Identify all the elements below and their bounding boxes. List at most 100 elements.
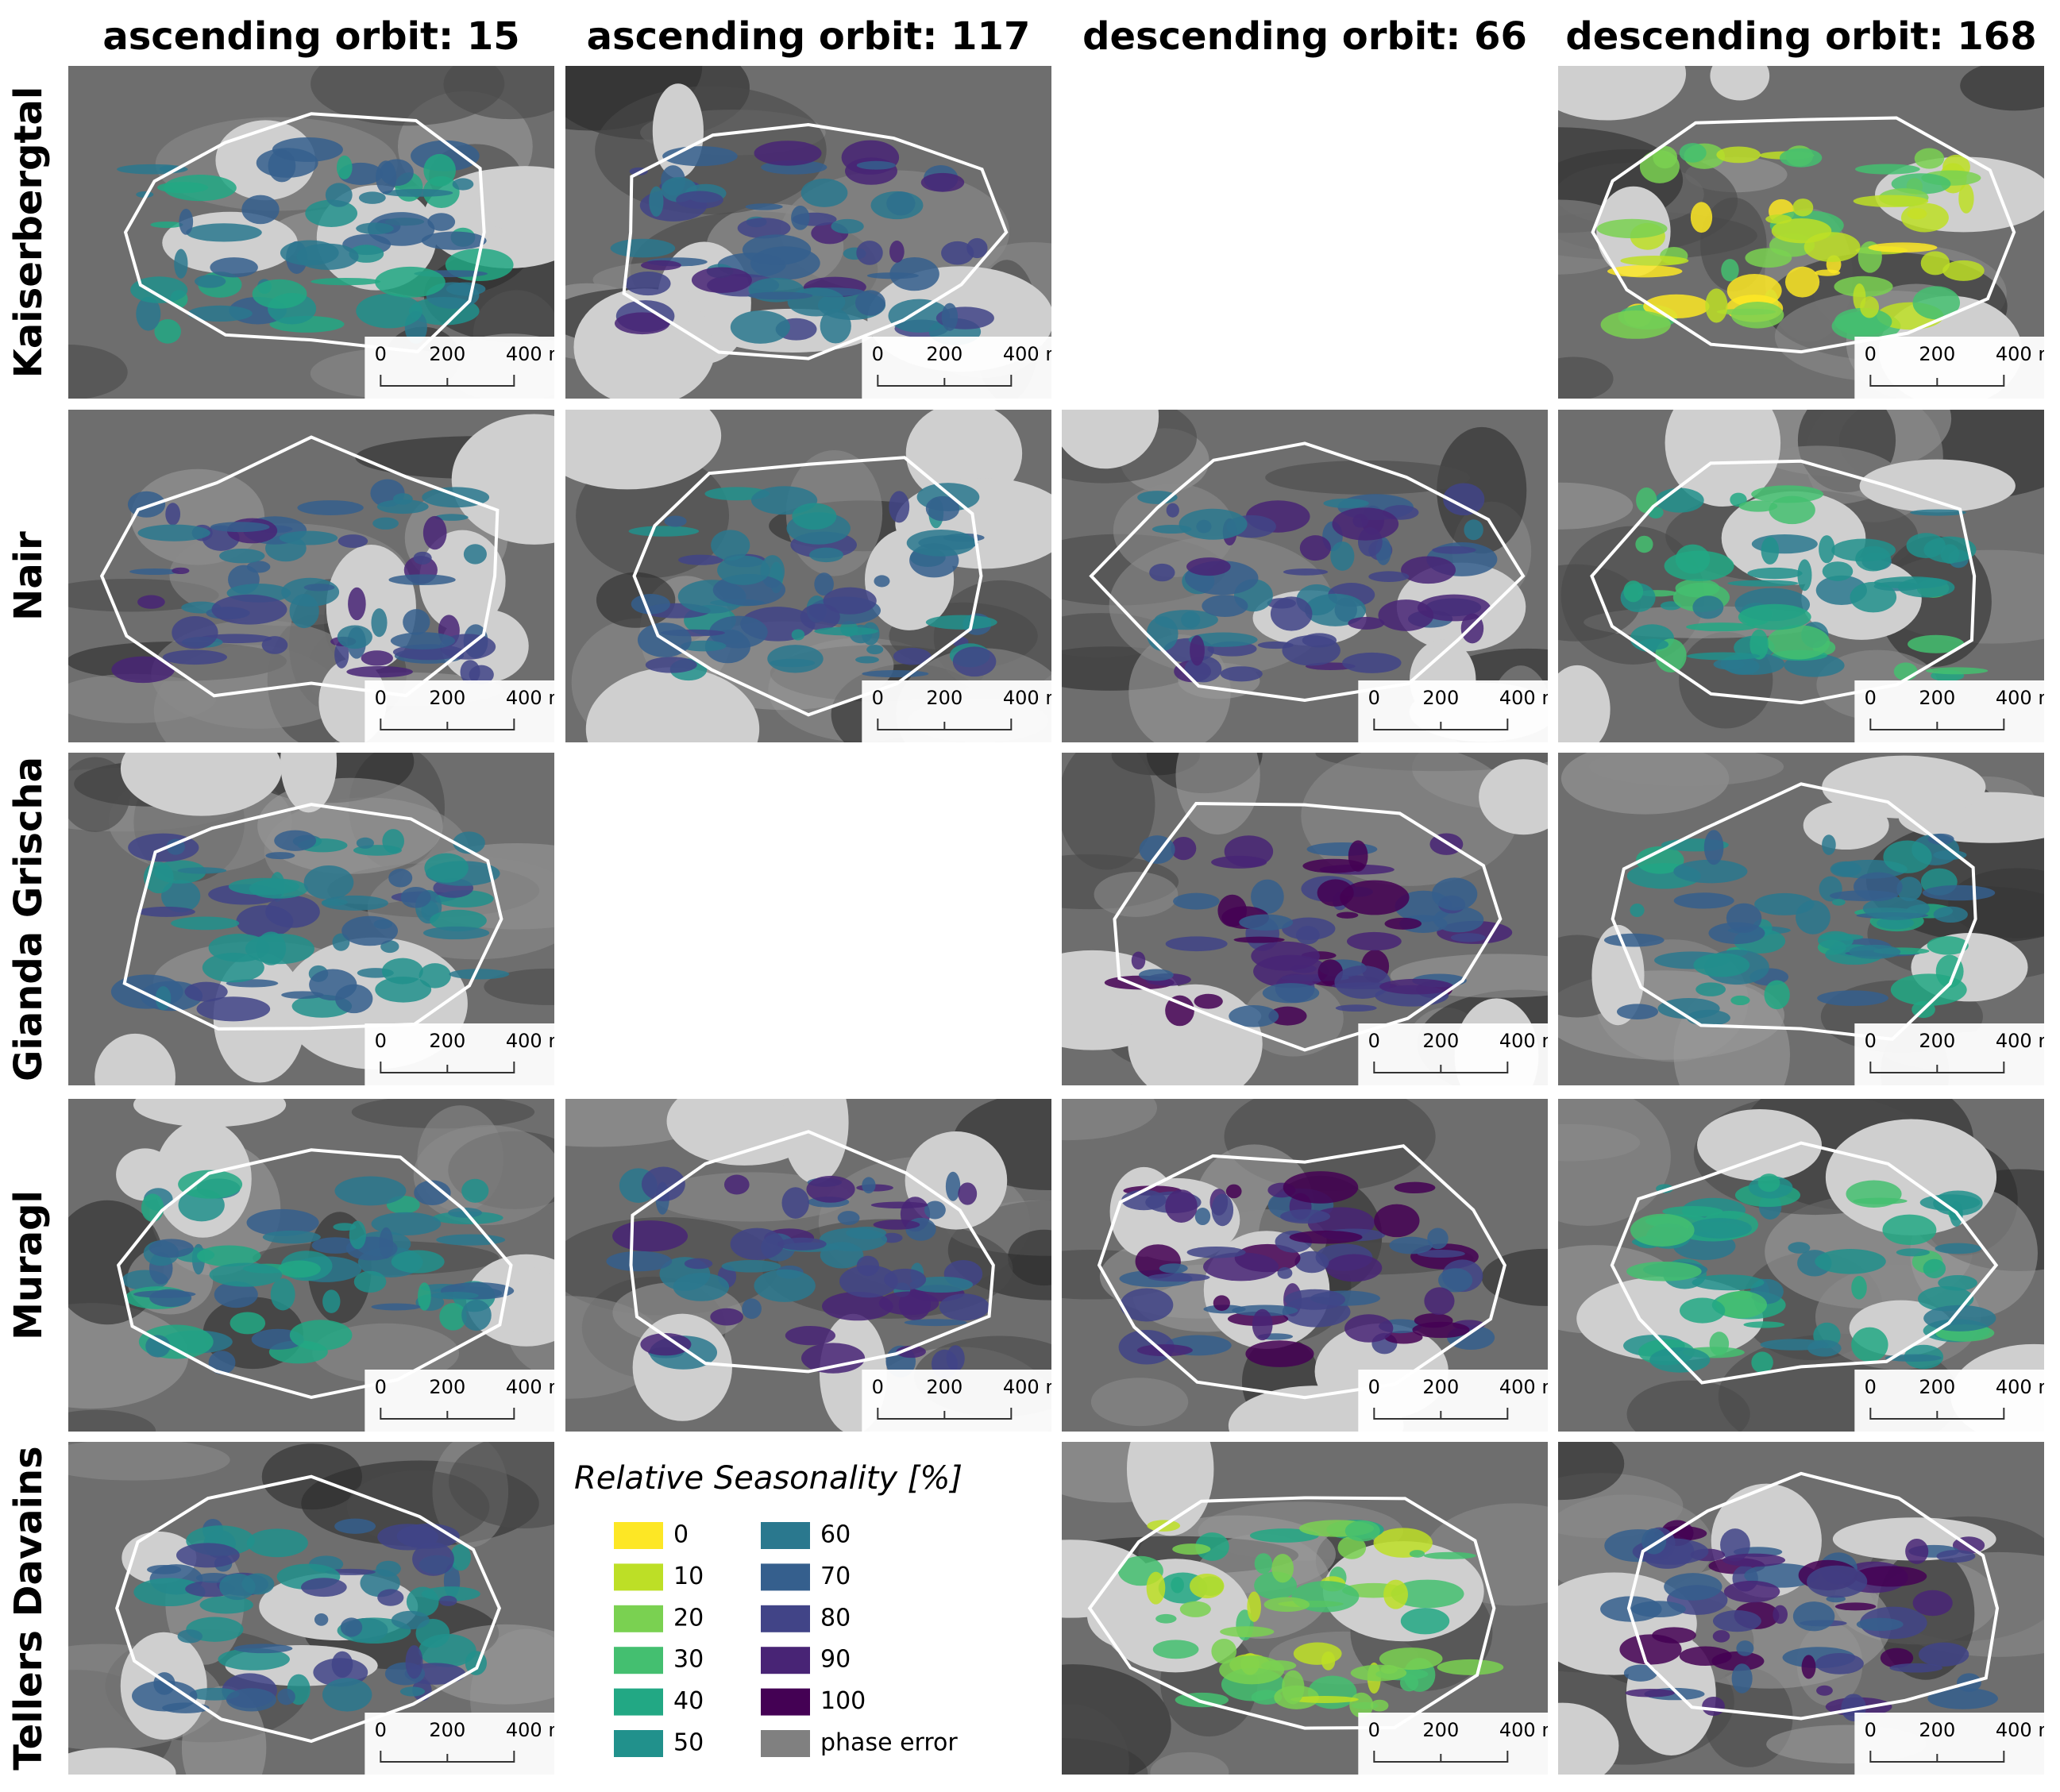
seasonality	[1370, 1699, 1389, 1712]
scale-box	[1854, 1713, 2044, 1775]
seasonality	[1900, 202, 1949, 233]
seasonality	[676, 191, 723, 210]
seasonality	[1935, 1243, 1981, 1254]
no-data	[565, 410, 722, 490]
seasonality	[353, 1270, 387, 1293]
seasonality	[1443, 483, 1485, 516]
seasonality	[434, 514, 469, 521]
seasonality	[136, 296, 161, 331]
seasonality	[137, 595, 165, 609]
seasonality	[806, 1175, 855, 1203]
seasonality	[1414, 1313, 1453, 1328]
seasonality	[178, 1170, 243, 1199]
no-data	[120, 753, 282, 816]
outline	[1626, 1471, 2000, 1721]
seasonality	[1905, 1538, 1929, 1564]
seasonality	[1424, 1287, 1455, 1316]
seasonality	[246, 1208, 319, 1236]
seasonality	[1252, 1308, 1273, 1341]
seasonality	[820, 308, 851, 344]
legend-swatch	[614, 1522, 663, 1549]
seasonality	[261, 636, 288, 654]
scale-box	[1358, 1370, 1548, 1432]
seasonality	[1815, 1652, 1864, 1674]
seasonality	[256, 931, 287, 965]
seasonality	[1348, 616, 1385, 630]
map-panel: 0 200 400 m	[68, 66, 554, 399]
scale-bar	[877, 375, 1013, 387]
seasonality	[376, 160, 397, 195]
seasonality	[303, 584, 335, 592]
seasonality	[862, 1177, 876, 1194]
seasonality	[1148, 1273, 1210, 1282]
seasonality	[625, 272, 671, 296]
no-data	[68, 1748, 176, 1775]
seasonality	[1849, 944, 1901, 959]
seasonality	[218, 1647, 290, 1671]
seasonality	[1760, 1339, 1829, 1351]
seasonality	[1822, 561, 1854, 581]
seasonality	[301, 1578, 347, 1597]
seasonality	[1437, 1659, 1504, 1675]
seasonality	[673, 1273, 730, 1301]
map-panel: 0 200 400 m	[1558, 66, 2044, 399]
seasonality	[439, 1595, 457, 1606]
seasonality	[388, 574, 456, 585]
seasonality	[791, 629, 805, 641]
seasonality	[1159, 1263, 1188, 1274]
seasonality	[1165, 1189, 1198, 1223]
seasonality	[730, 1227, 785, 1261]
seasonality	[1883, 840, 1932, 873]
scale-label: 0	[1368, 687, 1380, 709]
seasonality	[1680, 1297, 1726, 1324]
scale-label: 400 m	[506, 1030, 567, 1052]
no-data	[1128, 984, 1263, 1085]
seasonality	[1268, 1006, 1307, 1026]
seasonality	[1146, 616, 1179, 652]
seasonality	[1723, 1580, 1780, 1603]
scale-box	[862, 1370, 1051, 1432]
seasonality	[822, 1292, 893, 1321]
seasonality	[874, 575, 890, 588]
scale-label: 0	[1368, 1030, 1380, 1052]
seasonality	[199, 1596, 253, 1614]
seasonality	[196, 1245, 261, 1267]
seasonality	[297, 500, 364, 515]
seasonality	[958, 1182, 978, 1205]
seasonality	[1374, 1204, 1420, 1238]
seasonality	[1211, 1193, 1234, 1227]
seasonality	[1635, 535, 1653, 553]
no-data	[1558, 1702, 1619, 1775]
seasonality	[1165, 995, 1194, 1027]
seasonality	[1337, 1536, 1367, 1559]
legend-title: Relative Seasonality [%]	[574, 1460, 962, 1497]
seasonality	[1186, 1246, 1246, 1258]
seasonality	[311, 277, 381, 286]
seasonality	[1860, 296, 1880, 318]
terrain	[443, 66, 554, 120]
terrain	[1960, 66, 2044, 111]
seasonality	[1239, 914, 1294, 931]
seasonality	[1855, 164, 1920, 175]
seasonality	[1432, 545, 1476, 554]
seasonality	[1769, 495, 1815, 525]
seasonality	[1217, 894, 1247, 927]
seasonality	[1277, 1267, 1293, 1279]
seasonality	[1695, 982, 1726, 996]
seasonality	[358, 191, 386, 204]
seasonality	[1289, 1230, 1363, 1244]
seasonality	[1623, 580, 1644, 603]
seasonality	[246, 1528, 308, 1558]
scale-label: 400 m	[506, 1376, 567, 1398]
seasonality	[1918, 1642, 1969, 1667]
seasonality	[831, 218, 864, 234]
seasonality	[678, 554, 723, 565]
scale-box	[862, 337, 1051, 399]
scale-bar	[380, 719, 515, 730]
seasonality	[150, 221, 183, 229]
seasonality	[1149, 563, 1175, 582]
seasonality	[1940, 544, 1960, 565]
map-panel: 0 200 400 m	[68, 1442, 554, 1775]
seasonality	[754, 1269, 816, 1302]
